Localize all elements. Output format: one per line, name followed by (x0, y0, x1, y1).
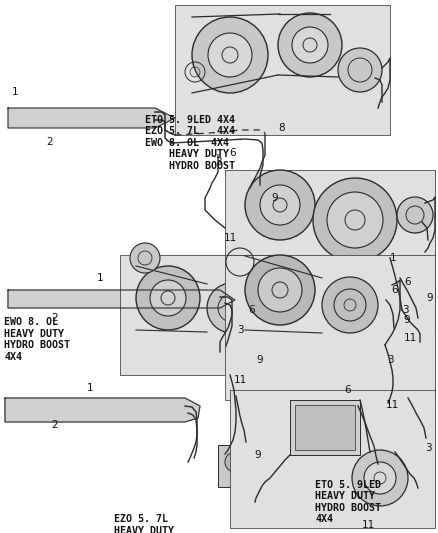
Circle shape (397, 197, 433, 233)
Circle shape (245, 170, 315, 240)
Text: 9: 9 (254, 450, 261, 460)
Bar (225, 170, 435, 330)
Text: 9: 9 (257, 355, 263, 365)
Text: 8: 8 (279, 123, 285, 133)
Circle shape (130, 243, 160, 273)
Circle shape (192, 17, 268, 93)
Text: 3: 3 (237, 325, 244, 335)
Text: 11: 11 (223, 233, 237, 243)
Text: 9: 9 (404, 315, 410, 325)
Text: 11: 11 (403, 333, 417, 343)
Polygon shape (8, 108, 175, 128)
Circle shape (364, 462, 396, 494)
Text: 3: 3 (387, 355, 393, 365)
Text: 2: 2 (52, 420, 58, 430)
Circle shape (322, 277, 378, 333)
Text: 11: 11 (233, 375, 247, 385)
Circle shape (352, 450, 408, 506)
Polygon shape (5, 398, 200, 422)
Polygon shape (8, 290, 235, 308)
Text: 1: 1 (12, 87, 18, 97)
Text: 9: 9 (427, 293, 433, 303)
Circle shape (313, 178, 397, 262)
Circle shape (208, 33, 252, 77)
Text: 9: 9 (272, 193, 278, 203)
Circle shape (207, 283, 257, 333)
Circle shape (225, 452, 245, 472)
Text: 6: 6 (249, 305, 255, 315)
Circle shape (278, 13, 342, 77)
Text: EZO 5. 7L
HEAVY DUTY
HYDRO BOOST
4X4: EZO 5. 7L HEAVY DUTY HYDRO BOOST 4X4 (114, 514, 180, 533)
Text: 1: 1 (390, 253, 396, 263)
Circle shape (338, 48, 382, 92)
Bar (225, 255, 435, 400)
Text: 6: 6 (230, 148, 237, 158)
Text: 2: 2 (52, 313, 58, 323)
Text: 2: 2 (47, 137, 53, 147)
Bar (175, 5, 390, 135)
Bar (290, 400, 360, 455)
Circle shape (292, 27, 328, 63)
Text: 11: 11 (361, 520, 374, 530)
Text: 1: 1 (97, 273, 103, 283)
Bar (295, 405, 355, 450)
Text: 3: 3 (425, 443, 431, 453)
Text: 6: 6 (392, 285, 398, 295)
Circle shape (150, 280, 186, 316)
Circle shape (258, 268, 302, 312)
Text: 6: 6 (345, 385, 351, 395)
Text: 6: 6 (405, 277, 411, 287)
Circle shape (327, 192, 383, 248)
Text: ETO 5. 9LED
HEAVY DUTY
HYDRO BOOST
4X4: ETO 5. 9LED HEAVY DUTY HYDRO BOOST 4X4 (315, 480, 381, 524)
Bar (218, 445, 273, 487)
Text: 1: 1 (87, 383, 93, 393)
Text: 11: 11 (385, 400, 399, 410)
Bar (230, 390, 435, 528)
Text: 3: 3 (215, 157, 221, 167)
Text: ETO 5. 9LED 4X4
EZO 5. 7L   4X4
EWO 8. OL  4X4
    HEAVY DUTY
    HYDRO BOOST: ETO 5. 9LED 4X4 EZO 5. 7L 4X4 EWO 8. OL … (145, 115, 234, 171)
Bar (258, 120, 270, 134)
Bar (120, 255, 280, 375)
Text: EWO 8. OL
HEAVY DUTY
HYDRO BOOST
4X4: EWO 8. OL HEAVY DUTY HYDRO BOOST 4X4 (4, 317, 71, 362)
Circle shape (136, 266, 200, 330)
Circle shape (260, 185, 300, 225)
Text: 3: 3 (402, 305, 408, 315)
Circle shape (245, 255, 315, 325)
